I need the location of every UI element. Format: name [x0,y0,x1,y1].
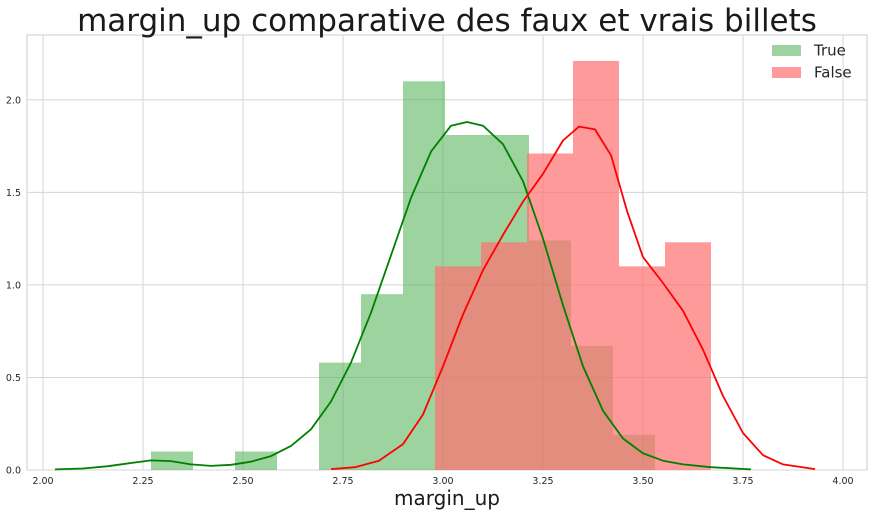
x-tick-label: 2.25 [132,476,153,487]
x-tick-label: 2.75 [332,476,353,487]
x-tick-label: 2.00 [32,476,53,487]
kde-line-false [330,125,816,470]
y-tick-label: 1.5 [6,188,21,199]
histogram-bar-false [665,242,711,470]
histogram-bars [151,60,711,471]
x-tick-label: 2.50 [232,476,253,487]
x-tick-label: 3.25 [532,476,553,487]
y-tick-label: 2.0 [6,95,21,106]
kde-line-true [54,121,752,471]
legend-label-false: False [814,64,852,82]
legend-swatch-false [772,67,801,78]
x-tick-label: 4.00 [832,476,853,487]
y-tick-labels: 0.0 0.5 1.0 1.5 2.0 [6,95,21,476]
legend-swatch-true [772,45,801,56]
legend-label-true: True [813,42,846,60]
x-tick-label: 3.50 [632,476,653,487]
histogram-bar-false [573,60,619,471]
legend: True False [772,42,852,82]
x-tick-labels: 2.00 2.25 2.50 2.75 3.00 3.25 3.50 3.75 4.00 [32,476,853,487]
y-tick-label: 0.0 [6,466,21,477]
x-tick-label: 3.00 [432,476,453,487]
histogram-bar-false [481,242,527,470]
histogram-bar-true [319,362,361,470]
y-tick-label: 1.0 [6,280,21,291]
x-axis-label: margin_up [394,486,500,510]
histogram-bar-false [619,266,665,470]
y-tick-label: 0.5 [6,373,21,384]
histogram-bar-true [361,294,403,470]
kde-curves [54,121,816,471]
chart-title: margin_up comparative des faux et vrais … [77,3,817,39]
histogram-bar-false [527,153,573,470]
x-tick-label: 3.75 [732,476,753,487]
